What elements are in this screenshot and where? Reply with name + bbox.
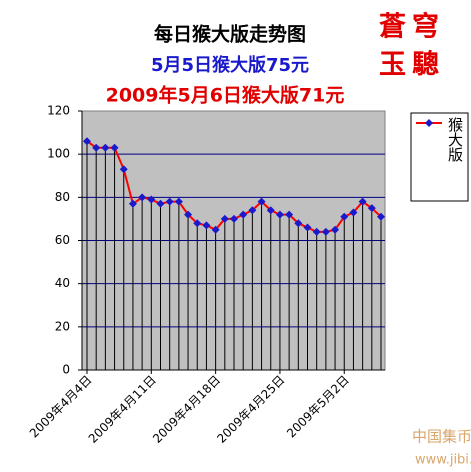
marker (294, 219, 303, 228)
marker (101, 143, 110, 152)
marker (83, 137, 91, 146)
marker (110, 143, 119, 152)
marker (266, 206, 275, 215)
marker (340, 212, 349, 221)
y-tick-label: 100 (47, 147, 70, 161)
y-tick-label: 60 (55, 233, 70, 247)
stamp: 玉驄 (379, 49, 445, 81)
marker (349, 208, 358, 217)
marker (230, 214, 238, 223)
marker (275, 210, 284, 219)
marker (119, 165, 128, 174)
marker (321, 227, 330, 236)
chart-title: 每日猴大版走势图 (154, 23, 306, 46)
y-tick-label: 40 (55, 276, 70, 290)
marker (358, 197, 367, 206)
y-tick-label: 20 (55, 319, 70, 333)
marker (248, 206, 257, 215)
marker (202, 221, 211, 230)
marker (257, 197, 266, 206)
marker (165, 197, 174, 206)
watermark: www.jibi.net (415, 453, 471, 468)
stamp: 蒼穹 (379, 11, 445, 43)
legend (410, 112, 469, 202)
marker (184, 210, 193, 219)
marker (312, 227, 321, 236)
marker (220, 214, 229, 223)
marker (377, 212, 385, 221)
marker (174, 197, 183, 206)
marker (285, 210, 294, 219)
marker (156, 199, 165, 208)
marker (303, 223, 312, 232)
y-tick-label: 80 (55, 190, 70, 204)
y-tick-label: 0 (62, 363, 70, 377)
legend-marker (425, 119, 433, 127)
y-tick-label: 120 (47, 104, 70, 118)
watermark: 中国集币在线 (412, 428, 471, 446)
marker (147, 195, 156, 204)
marker (193, 219, 202, 228)
chart-subtitle: 5月5日猴大版75元 (151, 54, 309, 76)
marker (239, 210, 248, 219)
marker (92, 143, 101, 152)
marker (331, 225, 340, 234)
legend-label: 猴大版 (446, 117, 464, 163)
marker (138, 193, 147, 202)
marker (128, 199, 137, 208)
marker (211, 225, 220, 234)
chart-subtitle: 2009年5月6日猴大版71元 (106, 84, 345, 107)
marker (367, 204, 376, 213)
